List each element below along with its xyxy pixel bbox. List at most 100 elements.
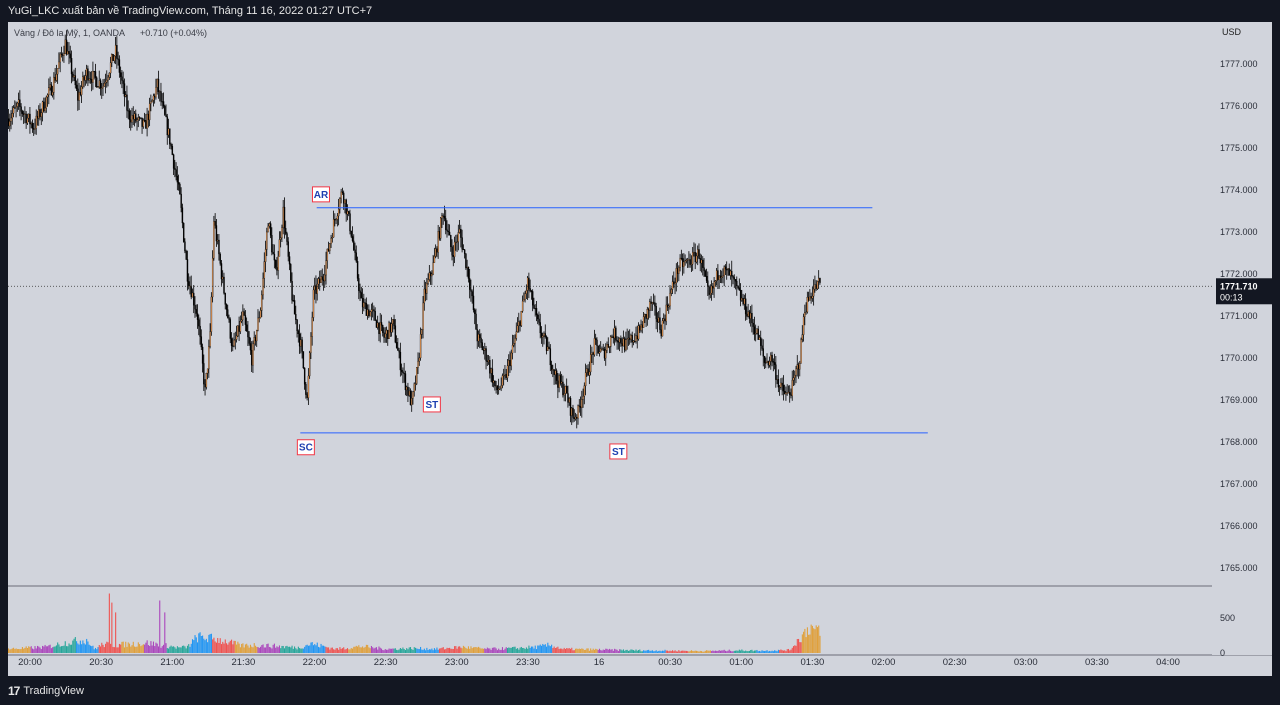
volume-bar xyxy=(8,648,10,653)
candle-body xyxy=(568,398,570,403)
volume-bar xyxy=(185,648,187,653)
annotation-st: ST xyxy=(422,396,441,413)
volume-bar xyxy=(624,650,626,653)
volume-bar xyxy=(811,625,813,653)
candle-body xyxy=(690,264,693,266)
volume-bar xyxy=(358,645,360,653)
candle-body xyxy=(148,103,151,121)
volume-bar xyxy=(183,645,185,653)
volume-bar xyxy=(339,647,341,653)
candle-body xyxy=(209,331,211,347)
candle-body xyxy=(263,261,266,279)
candle-body xyxy=(104,82,107,84)
volume-bar xyxy=(344,649,346,653)
annotation-sc: SC xyxy=(296,439,315,456)
candle-body xyxy=(809,296,811,301)
volume-bar xyxy=(780,649,782,653)
candle-body xyxy=(48,87,50,96)
candle-body xyxy=(356,261,359,279)
price-tick-label: 1770.000 xyxy=(1220,353,1258,363)
candle-body xyxy=(121,76,123,81)
volume-bar xyxy=(203,638,205,653)
candle-body xyxy=(416,367,418,384)
candle-body xyxy=(213,221,215,259)
candle-body xyxy=(83,76,85,81)
volume-bar xyxy=(103,647,105,653)
volume-bar xyxy=(375,647,378,653)
volume-bar xyxy=(719,650,721,653)
volume-bar xyxy=(740,650,742,653)
volume-bar xyxy=(490,649,492,653)
volume-bar xyxy=(140,646,142,653)
candle-body xyxy=(257,317,259,331)
volume-bar xyxy=(165,643,167,653)
candle-body xyxy=(495,385,497,387)
price-chart[interactable]: AR SC ST ST USD 1777.000 1776.000 1775.000 1774… xyxy=(7,22,1272,676)
candle-body xyxy=(777,379,780,388)
volume-bar xyxy=(391,648,393,653)
candle-body xyxy=(368,309,370,317)
volume-bar xyxy=(435,649,437,653)
volume-bar xyxy=(141,645,143,653)
volume-bar xyxy=(645,650,647,653)
candle-body xyxy=(394,325,397,343)
volume-bar xyxy=(573,650,575,653)
volume-bar xyxy=(261,645,263,653)
candle-body xyxy=(749,312,752,319)
volume-bar xyxy=(712,650,714,653)
candle-body xyxy=(336,215,339,220)
time-tick-label: 20:00 xyxy=(18,657,42,668)
candle-body xyxy=(283,206,286,229)
candle-body xyxy=(805,311,807,313)
candle-body xyxy=(424,288,427,294)
volume-bar xyxy=(643,650,645,653)
candle-body xyxy=(508,360,510,366)
volume-bar xyxy=(477,646,480,653)
candle-body xyxy=(194,305,196,310)
volume-bar xyxy=(556,647,558,653)
volume-bar xyxy=(775,650,777,653)
volume-bar xyxy=(257,647,259,653)
volume-bar xyxy=(330,647,332,653)
candle-body xyxy=(252,343,254,366)
candle-body xyxy=(792,377,795,381)
candle-body xyxy=(195,309,197,314)
candle-body xyxy=(622,338,625,347)
candle-body xyxy=(655,306,657,320)
candle-body xyxy=(31,123,34,129)
candle-body xyxy=(150,101,152,104)
volume-bar xyxy=(762,650,764,653)
candle-body xyxy=(45,96,48,109)
candle-body xyxy=(752,322,754,327)
volume-bar xyxy=(518,649,520,653)
candle-body xyxy=(392,319,394,324)
candle-body xyxy=(277,256,279,271)
volume-bar xyxy=(703,651,705,653)
candle-body xyxy=(388,322,390,340)
candle-body xyxy=(280,237,282,240)
volume-bar xyxy=(374,647,376,653)
tradingview-logo: 17 TradingView xyxy=(8,684,84,698)
candle-body xyxy=(256,330,258,342)
volume-bar xyxy=(735,650,737,653)
candle-body xyxy=(731,270,733,277)
volume-bar xyxy=(500,649,502,653)
chart-area[interactable]: AR SC ST ST USD 1777.000 1776.000 1775.000 1774… xyxy=(7,22,1272,676)
candle-body xyxy=(485,348,487,362)
volume-bar xyxy=(131,645,133,653)
candle-body xyxy=(583,385,586,397)
volume-bar xyxy=(382,650,384,653)
price-tick-label: 1773.000 xyxy=(1220,227,1258,237)
candle-body xyxy=(445,218,447,230)
volume-bar xyxy=(685,650,687,653)
volume-bar xyxy=(234,640,236,653)
candle-body xyxy=(65,39,68,55)
volume-bar xyxy=(306,644,308,653)
volume-bar xyxy=(115,612,117,653)
candle-body xyxy=(781,382,783,386)
wyckoff-annotations: AR SC ST ST xyxy=(296,186,628,460)
candle-body xyxy=(146,113,148,129)
candle-body xyxy=(702,259,704,268)
candle-body xyxy=(74,75,77,86)
volume-bar xyxy=(672,650,674,653)
